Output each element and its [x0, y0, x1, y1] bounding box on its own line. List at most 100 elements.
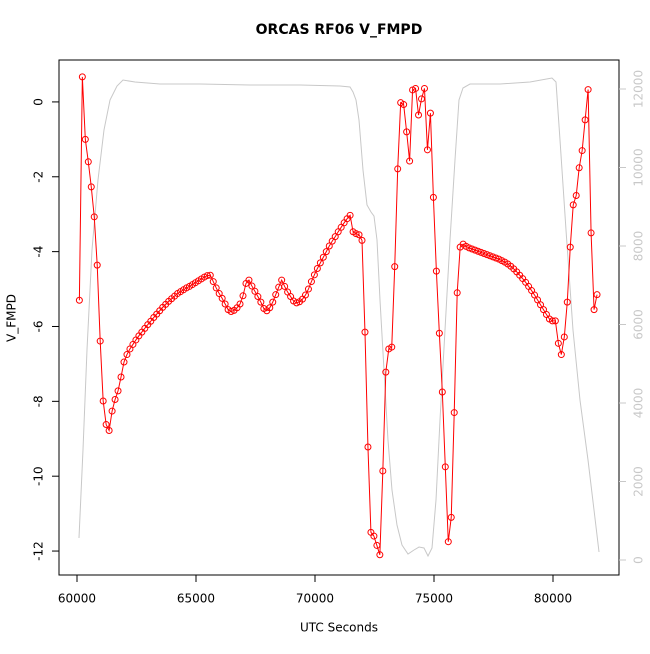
point: [105, 427, 113, 435]
point: [370, 532, 378, 540]
point: [108, 407, 116, 415]
point: [120, 358, 128, 366]
y-tick-label: -10: [32, 466, 46, 486]
y-tick-label: -12: [32, 541, 46, 561]
point: [325, 242, 333, 250]
point: [403, 128, 411, 136]
point: [266, 304, 274, 312]
y-tick-label: -4: [32, 246, 46, 258]
point: [489, 253, 497, 261]
point: [364, 443, 372, 451]
point: [304, 285, 312, 293]
point: [111, 395, 119, 403]
point: [560, 333, 568, 341]
point: [406, 157, 414, 165]
point: [313, 264, 321, 272]
point: [575, 164, 583, 172]
point: [316, 259, 324, 267]
point: [301, 291, 309, 299]
point: [420, 84, 428, 92]
point: [531, 291, 539, 299]
point: [322, 248, 330, 256]
y2-tick-label: 2000: [632, 466, 646, 497]
point: [492, 254, 500, 262]
point: [254, 293, 262, 301]
point: [236, 300, 244, 308]
point: [78, 73, 86, 81]
x-axis-label: UTC Seconds: [300, 621, 378, 635]
point: [587, 229, 595, 237]
point: [400, 101, 408, 109]
point: [480, 249, 488, 257]
x-tick-label: 65000: [177, 592, 215, 606]
point: [566, 243, 574, 251]
point: [471, 246, 479, 254]
point: [483, 251, 491, 259]
point: [435, 329, 443, 337]
point: [432, 267, 440, 275]
point: [203, 272, 211, 280]
point: [563, 298, 571, 306]
point: [376, 551, 384, 559]
point: [206, 271, 214, 279]
point: [227, 308, 235, 316]
point: [423, 146, 431, 154]
point: [278, 276, 286, 284]
point: [93, 261, 101, 269]
point: [218, 294, 226, 302]
y2-tick-label: 6000: [632, 309, 646, 340]
chart-title: ORCAS RF06 V_FMPD: [256, 22, 423, 38]
x-tick-label: 80000: [534, 592, 572, 606]
point: [388, 343, 396, 351]
point: [361, 328, 369, 336]
point: [429, 193, 437, 201]
y-tick-label: -8: [32, 395, 46, 407]
point: [557, 351, 565, 359]
point: [245, 276, 253, 284]
point: [346, 211, 354, 219]
point: [239, 292, 247, 300]
point: [212, 284, 220, 292]
point: [412, 84, 420, 92]
y-tick-label: -6: [32, 320, 46, 332]
point: [418, 95, 426, 103]
x-tick-label: 75000: [415, 592, 453, 606]
point: [572, 191, 580, 199]
point: [373, 541, 381, 549]
point: [474, 247, 482, 255]
point: [444, 538, 452, 546]
point: [281, 282, 289, 290]
point: [81, 135, 89, 143]
point: [548, 317, 556, 325]
point: [447, 513, 455, 521]
point: [117, 373, 125, 381]
point: [248, 282, 256, 290]
point: [319, 253, 327, 261]
y-tick-label: -2: [32, 171, 46, 183]
point: [310, 271, 318, 279]
point: [590, 306, 598, 314]
point: [415, 111, 423, 119]
point: [593, 291, 601, 299]
point: [486, 252, 494, 260]
point: [441, 463, 449, 471]
point: [453, 289, 461, 297]
point: [87, 183, 95, 191]
point: [90, 213, 98, 221]
y2-tick-label: 8000: [632, 231, 646, 262]
point: [468, 245, 476, 253]
y2-tick-label: 12000: [632, 70, 646, 108]
point: [584, 86, 592, 94]
point: [257, 298, 265, 306]
point: [99, 397, 107, 405]
x-tick-label: 70000: [296, 592, 334, 606]
point: [123, 351, 131, 359]
point: [221, 300, 229, 308]
point: [391, 263, 399, 271]
point: [539, 306, 547, 314]
point: [578, 147, 586, 155]
point: [554, 339, 562, 347]
